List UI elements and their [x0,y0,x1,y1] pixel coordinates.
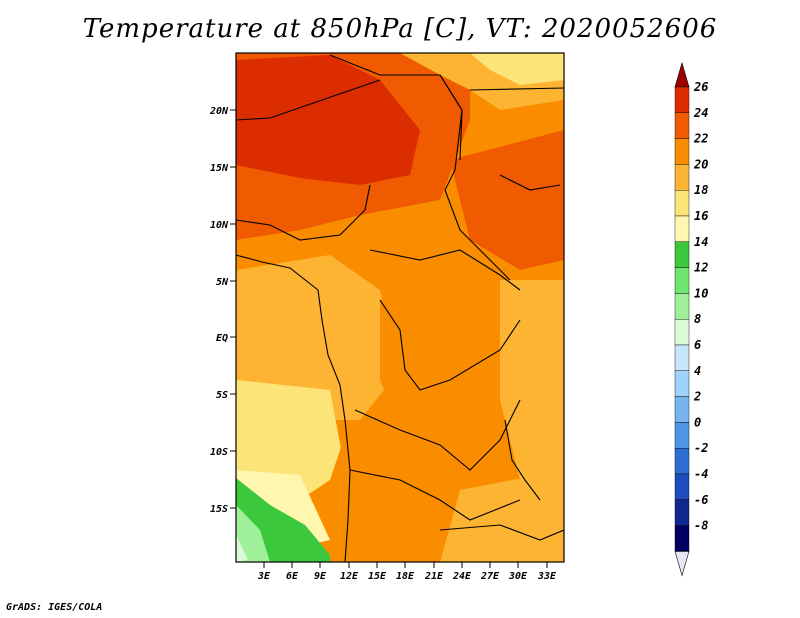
lon-label-15e: 15E [368,571,387,582]
colorbar-swatch [674,86,690,113]
colorbar-label: 24 [693,106,708,120]
colorbar-swatch [674,293,690,320]
colorbar-swatch [674,319,690,346]
colorbar-label: 18 [694,183,708,197]
border-lakes [504,419,541,501]
colorbar-label: 22 [693,132,708,146]
colorbar-label: 16 [694,209,708,223]
colorbar-label: -6 [694,493,708,507]
colorbar-swatch [674,499,690,526]
colorbar-label: 8 [694,312,701,326]
field-sahara-core [236,55,420,185]
border-chad-sudan [439,74,511,281]
colorbar-label: 12 [694,261,708,275]
border-niger-chad [236,79,381,121]
border-drc-south [354,399,521,471]
lon-label-27e: 27E [480,571,500,582]
lon-label-21e: 21E [424,571,444,582]
lon-label-6e: 6E [286,571,299,582]
border-congo [379,299,521,391]
lon-label-12e: 12E [340,571,359,582]
colorbar-swatch [674,189,690,217]
colorbar-label: 14 [694,235,708,249]
grads-credit: GrADS: IGES/COLA [6,602,103,613]
colorbar-swatch [674,396,690,423]
lat-label-5s: 5S [216,390,228,401]
lat-label-15n: 15N [210,163,229,174]
colorbar-swatch [674,241,690,268]
field-east-hot [450,130,564,270]
field-blue [236,535,248,562]
colorbar-bottom-triangle [674,551,690,577]
colorbar-swatch [674,112,690,139]
colorbar-label: 20 [693,157,708,171]
colorbar-label: -8 [694,519,708,533]
lat-label-10s: 10S [210,447,228,458]
map-frame [235,52,565,563]
colorbar-swatch [674,370,690,397]
colorbar-label: 26 [693,80,708,94]
colorbar-label: 10 [694,286,708,300]
lat-label-20n: 20N [209,106,229,117]
map-title: Temperature at 850hPa [C], VT: 202005260… [82,14,718,44]
colorbar-swatch [674,267,690,294]
lat-label-10n: 10N [210,220,229,231]
field-south-pale [236,380,345,500]
colorbar-label: 0 [694,415,701,429]
coastline-west [236,254,351,562]
lat-label-eq: EQ [216,333,228,344]
colorbar-swatch [674,138,690,165]
field-se-mild [440,470,564,562]
field-light-green [236,505,270,562]
lon-label-30e: 30E [508,571,528,582]
colorbar-swatch [674,473,690,500]
colorbar-label: -4 [694,467,708,481]
colorbar-swatch [674,422,690,449]
temperature-field [236,53,564,562]
colorbar-label: 6 [694,338,701,352]
lat-label-5n: 5N [216,277,229,288]
field-west-mid [236,255,400,420]
lon-axis: 3E 6E 9E 12E 15E 18E 21E 24E 27E 30E 33E [257,562,557,582]
colorbar-swatch [674,525,690,552]
border-zambia [439,524,564,541]
colorbar-label: 4 [694,364,701,378]
border-east [499,174,561,191]
colorbar-top-triangle [674,61,690,88]
lon-label-33e: 33E [537,571,557,582]
colorbar-label: -2 [694,441,708,455]
lon-label-24e: 24E [452,571,472,582]
lat-axis: 20N 15N 10N 5N EQ 5S 10S 15S [209,106,236,515]
lon-label-9e: 9E [314,571,327,582]
colorbar-swatch [674,344,690,371]
colorbar-swatch [674,448,690,475]
field-east-mild [500,280,564,500]
lon-label-3e: 3E [257,571,271,582]
lon-label-18e: 18E [396,571,415,582]
field-south-warm [330,420,470,562]
colorbar-swatch [674,215,690,242]
border-nigeria [236,184,371,241]
field-ne-pale [470,53,564,85]
lat-label-15s: 15S [210,504,228,515]
colorbar-swatch [674,164,690,191]
border-car [369,249,521,291]
border-egypt [469,87,564,91]
colorbar-label: 2 [693,390,701,404]
country-borders [236,54,564,562]
border-angola [349,469,521,521]
